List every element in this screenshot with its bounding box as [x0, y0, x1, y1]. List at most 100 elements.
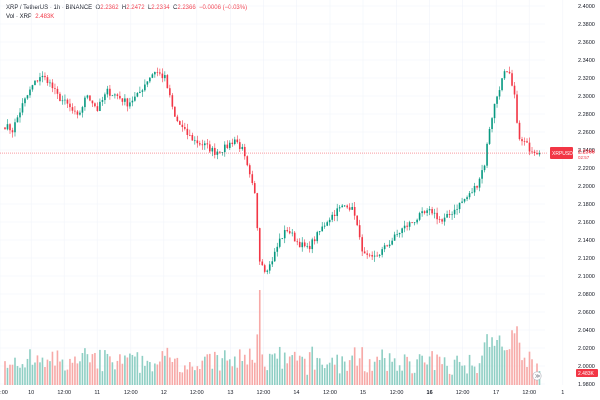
candle-body: [66, 99, 69, 104]
time-axis[interactable]: :00 10 12:00 11 12:00 12 12:00 13 12:00 14 12:00 15…: [0, 390, 564, 396]
candle-body: [448, 213, 451, 215]
candle-body: [398, 232, 401, 235]
candle-body: [353, 206, 356, 216]
volume-bar: [496, 339, 498, 385]
volume-bar: [139, 372, 141, 385]
volume-bar: [226, 360, 229, 385]
volume-bar: [61, 359, 64, 385]
candle-body: [446, 213, 448, 218]
candle-body: [74, 110, 76, 112]
volume-bar: [346, 370, 348, 385]
candle-body: [179, 121, 181, 125]
volume-bar: [213, 351, 216, 385]
candle-body: [26, 95, 29, 99]
candle-body: [473, 185, 476, 193]
candle-body: [136, 92, 139, 97]
legend-close-value: 2.2366: [177, 5, 196, 11]
volume-bar: [216, 355, 219, 385]
volume-bar: [161, 351, 164, 385]
last-price-tag-symbol: XRPUSDT: [552, 151, 576, 157]
candle-body: [31, 85, 34, 90]
volume-bar: [323, 368, 326, 385]
candle-body: [11, 130, 14, 133]
candle-body: [51, 82, 54, 89]
volume-bar: [14, 357, 16, 385]
x-tick-label: 12:00: [323, 390, 337, 396]
y-tick-label: 2.1800: [578, 202, 595, 208]
volume-bar: [109, 356, 111, 385]
candle-body: [396, 234, 398, 235]
candle-body: [109, 88, 111, 96]
volume-bar: [386, 370, 388, 385]
volume-bar: [11, 364, 14, 385]
x-tick-label: 12:00: [257, 390, 271, 396]
candle-body: [478, 178, 481, 188]
legend-volume-label[interactable]: Vol · XRP: [6, 14, 32, 20]
volume-bar: [321, 364, 324, 385]
volume-bar: [491, 337, 493, 385]
last-volume-tag-value: 2.483K: [578, 371, 595, 377]
volume-bar: [116, 360, 119, 385]
candle-body: [486, 143, 488, 166]
volume-bar: [456, 355, 458, 385]
y-tick-label: 2.1400: [578, 238, 595, 244]
chart-legend-ohlc: XRP / TetherUS · 1h · BINANCE O2.2362 H2…: [6, 5, 248, 11]
candle-body: [258, 228, 261, 262]
candle-body: [391, 240, 393, 245]
y-tick-label: 2.3400: [578, 58, 595, 64]
candle-body: [336, 208, 339, 216]
candle-body: [278, 238, 281, 247]
volume-bar: [331, 357, 334, 385]
volume-bar: [303, 358, 306, 385]
volume-bar: [34, 362, 36, 385]
x-tick-label: 13: [227, 390, 233, 396]
candle-body: [21, 103, 24, 113]
volume-bar: [356, 365, 358, 385]
volume-bar: [411, 373, 413, 385]
x-tick-label: 12:00: [390, 390, 404, 396]
candle-body: [281, 238, 284, 239]
volume-bar: [211, 368, 214, 385]
candle-body: [393, 234, 396, 241]
candle-body: [248, 165, 251, 175]
candle-body: [204, 143, 206, 146]
y-tick-label: 2.0000: [578, 364, 595, 370]
candle-body: [159, 72, 161, 74]
candle-body: [84, 97, 86, 108]
price-axis[interactable]: 2.4000 2.3800 2.3600 2.3400 2.3200 2.3000 2.28…: [578, 4, 595, 388]
candle-body: [268, 264, 271, 271]
volume-bar: [421, 355, 423, 385]
y-tick-label: 2.0400: [578, 328, 595, 334]
volume-bar: [144, 365, 146, 385]
candle-body: [61, 100, 64, 102]
candle-body: [426, 210, 428, 213]
candle-body: [223, 144, 226, 153]
volume-bar: [388, 353, 391, 385]
volume-bar: [246, 364, 249, 385]
candle-body: [326, 222, 329, 226]
candle-body: [194, 140, 196, 142]
legend-symbol[interactable]: XRP / TetherUS: [6, 5, 49, 11]
volume-bar: [413, 372, 416, 385]
volume-bar: [301, 356, 304, 385]
scroll-to-realtime-button[interactable]: [532, 371, 542, 381]
volume-bar: [261, 354, 264, 385]
y-tick-label: 1.9800: [578, 382, 595, 388]
candle-body: [266, 270, 269, 272]
volume-bar: [126, 357, 129, 385]
candle-body: [516, 94, 518, 123]
volume-bar: [231, 366, 234, 385]
legend-low-value: 2.2334: [151, 5, 170, 11]
candle-body: [14, 122, 16, 133]
volume-bar: [149, 362, 151, 385]
candle-body: [129, 102, 131, 107]
candle-body: [151, 74, 154, 78]
volume-bar: [218, 370, 221, 385]
chart-legend-volume: Vol · XRP 2.483K: [6, 13, 54, 21]
volume-bar: [233, 356, 236, 385]
volume-bar: [338, 373, 341, 385]
volume-bar: [488, 346, 491, 385]
candle-body: [476, 185, 478, 188]
candle-body: [208, 144, 211, 152]
